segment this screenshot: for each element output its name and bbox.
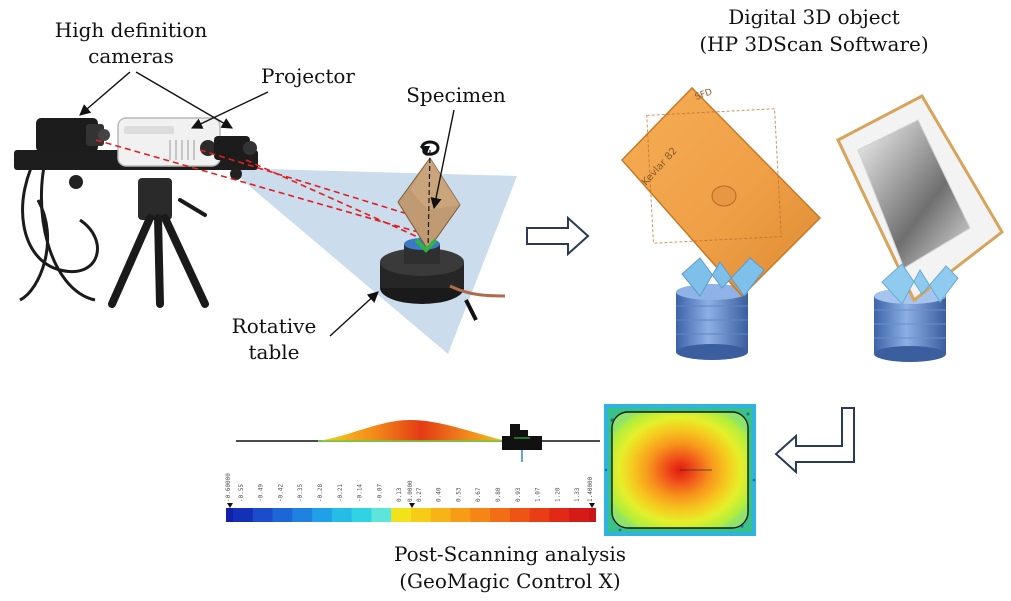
tripod <box>108 178 209 308</box>
color-scale-tick-label: -0.28 <box>317 484 324 502</box>
color-scale-tick-label: -0.21 <box>337 484 344 502</box>
right-camera <box>214 136 257 160</box>
color-scale-segment <box>430 508 451 522</box>
digital-object-back <box>836 94 1004 362</box>
color-scale-segment <box>331 508 353 522</box>
profile-section <box>236 420 600 462</box>
rotation-icon <box>420 140 440 156</box>
color-scale-segment <box>470 508 491 522</box>
scan-support-section <box>502 424 542 462</box>
color-scale-tick-label: 0.80 <box>495 487 502 502</box>
digital-label-line1: Digital 3D object <box>728 5 900 29</box>
color-scale-segment <box>272 508 293 522</box>
color-scale-tick-label: 0.27 <box>416 487 423 502</box>
color-scale-segment <box>450 508 471 522</box>
color-scale-tick-label: 0.67 <box>475 487 482 502</box>
color-scale-tick-label: -0.49 <box>258 484 265 502</box>
color-scale-tick-label: 1.33 <box>574 487 581 502</box>
color-scale-max-cap <box>589 508 596 522</box>
digital-object-front: Kevlar 82 SFD <box>620 86 822 360</box>
color-scale-center-label: 0.0000 <box>407 480 414 502</box>
laser-lines <box>95 139 421 239</box>
cameras-label-line1: High definition <box>55 18 208 42</box>
color-scale-segment <box>292 508 313 522</box>
color-scale-segment <box>411 508 432 522</box>
flow-arrow-down-left <box>774 407 855 475</box>
rotative-label-line2: table <box>249 340 300 364</box>
color-scale-tick-label: 0.53 <box>455 487 462 502</box>
projector-label: Projector <box>261 64 355 88</box>
color-scale-tick-label: -0.42 <box>277 484 284 502</box>
color-scale-min-cap <box>226 508 233 522</box>
color-scale-segment <box>529 508 550 522</box>
cameras-arrow-left <box>79 71 131 116</box>
rotative-label-line1: Rotative <box>232 314 317 338</box>
deformation-profile <box>318 420 506 441</box>
color-scale-tick-label: 1.07 <box>535 487 542 502</box>
rotative-arrow <box>329 291 379 337</box>
flow-arrow-right <box>526 215 590 257</box>
color-scale-tick-label: -0.07 <box>376 484 383 502</box>
specimen-label: Specimen <box>406 83 506 107</box>
color-scale-max-label: 1.40000 <box>587 476 594 502</box>
color-scale-tick-label: 0.13 <box>396 487 403 502</box>
cameras-label-line2: cameras <box>88 44 174 68</box>
color-scale-segment <box>549 508 570 522</box>
color-scale-segment <box>351 508 372 522</box>
cameras-arrow-right <box>135 71 233 129</box>
scanner-setup <box>14 117 517 354</box>
color-scale-segment <box>490 508 511 522</box>
color-scale-min-label: -0.60000 <box>225 473 232 502</box>
color-scale-tick-label: -0.35 <box>297 484 304 502</box>
color-scale-segment <box>252 508 273 522</box>
color-scale-tick-label: 1.20 <box>554 487 561 502</box>
specimen <box>397 149 461 253</box>
color-scale-tick-label: -0.14 <box>357 484 364 502</box>
digital-label-line2: (HP 3DScan Software) <box>699 32 928 56</box>
color-scale-segment <box>233 508 254 522</box>
color-scale-segment <box>371 508 392 522</box>
projector-arrow <box>190 91 269 129</box>
left-camera <box>36 118 110 152</box>
color-scale-bar: -0.55 -0.49 -0.42 -0.35 -0.28 -0.21 -0.14 -0.07… <box>225 473 596 522</box>
post-label-line1: Post-Scanning analysis <box>394 542 626 566</box>
projector <box>117 117 221 167</box>
camera-cables <box>19 149 99 302</box>
color-scale-tick-label: 0.93 <box>515 487 522 502</box>
post-label-line2: (GeoMagic Control X) <box>399 569 620 593</box>
color-scale-tick-label: 0.40 <box>436 487 443 502</box>
color-scale-segment <box>312 508 333 522</box>
color-scale-segment <box>569 508 590 522</box>
heatmap-specimen <box>604 404 756 536</box>
color-scale-tick-label: -0.55 <box>238 484 245 502</box>
color-scale-segment <box>391 508 412 522</box>
specimen-arrow <box>430 109 455 210</box>
color-scale-segment <box>509 508 531 522</box>
